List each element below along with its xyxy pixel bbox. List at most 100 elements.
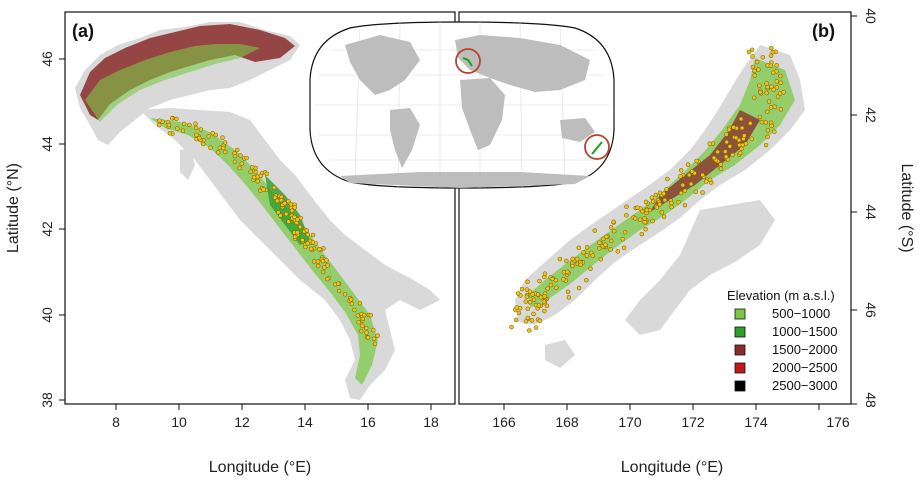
site-dot bbox=[297, 224, 303, 230]
site-dot bbox=[358, 328, 364, 334]
x-tick-a-4: 16 bbox=[360, 414, 376, 430]
site-dot bbox=[335, 281, 341, 286]
site-dot bbox=[524, 294, 530, 300]
world-inset bbox=[309, 21, 615, 189]
site-dot bbox=[325, 263, 330, 268]
site-dot bbox=[371, 336, 377, 342]
site-dot bbox=[210, 130, 215, 136]
site-dot bbox=[523, 319, 529, 324]
site-dot bbox=[320, 269, 326, 275]
panel-b-frame bbox=[458, 11, 852, 405]
site-dot bbox=[704, 179, 709, 184]
site-dot bbox=[750, 54, 755, 59]
site-dot bbox=[371, 327, 376, 333]
site-dot bbox=[303, 244, 308, 250]
x-tick-a-1: 10 bbox=[171, 414, 187, 430]
site-dot bbox=[742, 133, 747, 138]
y-tick-a-0: 38 bbox=[39, 392, 55, 408]
site-dot bbox=[584, 277, 589, 283]
site-dot bbox=[193, 125, 199, 131]
site-dot bbox=[748, 121, 753, 126]
site-dot bbox=[531, 297, 537, 302]
site-dot bbox=[349, 301, 355, 307]
site-dot bbox=[272, 195, 278, 200]
site-dot bbox=[574, 256, 580, 262]
site-dot bbox=[757, 89, 763, 95]
site-dot bbox=[621, 245, 627, 251]
site-dot bbox=[533, 325, 539, 330]
site-dot bbox=[239, 161, 244, 166]
site-dot bbox=[545, 286, 550, 291]
site-dot bbox=[718, 166, 724, 171]
site-dot bbox=[754, 59, 760, 65]
panel-b-x-axis: 166 168 170 172 174 176 Longitude (°E) bbox=[492, 404, 850, 476]
site-dot bbox=[564, 258, 569, 264]
site-dot bbox=[342, 292, 348, 297]
legend-label: 1000−1500 bbox=[772, 324, 837, 339]
site-dot bbox=[529, 318, 535, 323]
y-tick-b-4: 48 bbox=[863, 392, 879, 408]
site-dot bbox=[175, 126, 180, 131]
site-dot bbox=[777, 91, 783, 96]
site-dot bbox=[194, 132, 199, 138]
site-dot bbox=[759, 119, 765, 125]
site-dot bbox=[576, 285, 582, 291]
site-dot bbox=[525, 279, 530, 285]
site-dot bbox=[726, 127, 732, 132]
site-dot bbox=[198, 127, 204, 132]
site-dot bbox=[771, 87, 776, 92]
site-dot bbox=[635, 205, 640, 210]
site-dot bbox=[197, 135, 202, 141]
site-dot bbox=[678, 174, 683, 179]
site-dot bbox=[774, 63, 779, 68]
site-dot bbox=[603, 242, 608, 247]
site-dot bbox=[680, 182, 686, 188]
site-dot bbox=[357, 300, 363, 306]
site-dot bbox=[355, 313, 361, 318]
site-dot bbox=[760, 55, 766, 60]
site-dot bbox=[601, 236, 606, 242]
site-dot bbox=[688, 181, 694, 187]
site-dot bbox=[661, 191, 667, 196]
x-tick-b-2: 170 bbox=[618, 414, 642, 430]
site-dot bbox=[765, 109, 770, 115]
site-dot bbox=[525, 315, 531, 321]
site-dot bbox=[550, 276, 555, 282]
site-dot bbox=[565, 289, 571, 295]
site-dot bbox=[222, 140, 228, 145]
site-dot bbox=[770, 49, 776, 55]
elevation-legend: Elevation (m a.s.l.) 500−1000 1000−1500 15… bbox=[727, 288, 837, 393]
legend-swatch bbox=[734, 362, 746, 374]
site-dot bbox=[238, 153, 243, 158]
x-tick-a-2: 12 bbox=[234, 414, 250, 430]
site-dot bbox=[372, 341, 378, 347]
site-dot bbox=[509, 324, 514, 330]
site-dot bbox=[772, 129, 777, 134]
site-dot bbox=[730, 152, 735, 158]
site-dot bbox=[315, 263, 321, 269]
site-dot bbox=[513, 317, 519, 323]
site-dot bbox=[295, 217, 300, 222]
site-dot bbox=[261, 187, 266, 192]
site-dot bbox=[286, 198, 291, 204]
site-dot bbox=[525, 306, 530, 312]
site-dot bbox=[220, 135, 225, 140]
site-dot bbox=[527, 289, 533, 294]
site-dot bbox=[535, 292, 541, 297]
site-dot bbox=[611, 219, 616, 225]
site-dot bbox=[724, 139, 729, 145]
site-dot bbox=[548, 282, 554, 288]
nz-marker bbox=[591, 141, 603, 155]
australia bbox=[560, 118, 595, 142]
site-dot bbox=[542, 271, 548, 276]
site-dot bbox=[310, 232, 316, 238]
south-america bbox=[390, 108, 420, 168]
site-dot bbox=[718, 162, 724, 167]
site-dot bbox=[622, 229, 628, 235]
site-dot bbox=[271, 185, 277, 190]
site-dot bbox=[361, 312, 367, 318]
y-tick-a-3: 44 bbox=[39, 136, 55, 152]
site-dot bbox=[711, 155, 717, 161]
site-dot bbox=[584, 253, 590, 258]
site-dot bbox=[678, 190, 684, 196]
